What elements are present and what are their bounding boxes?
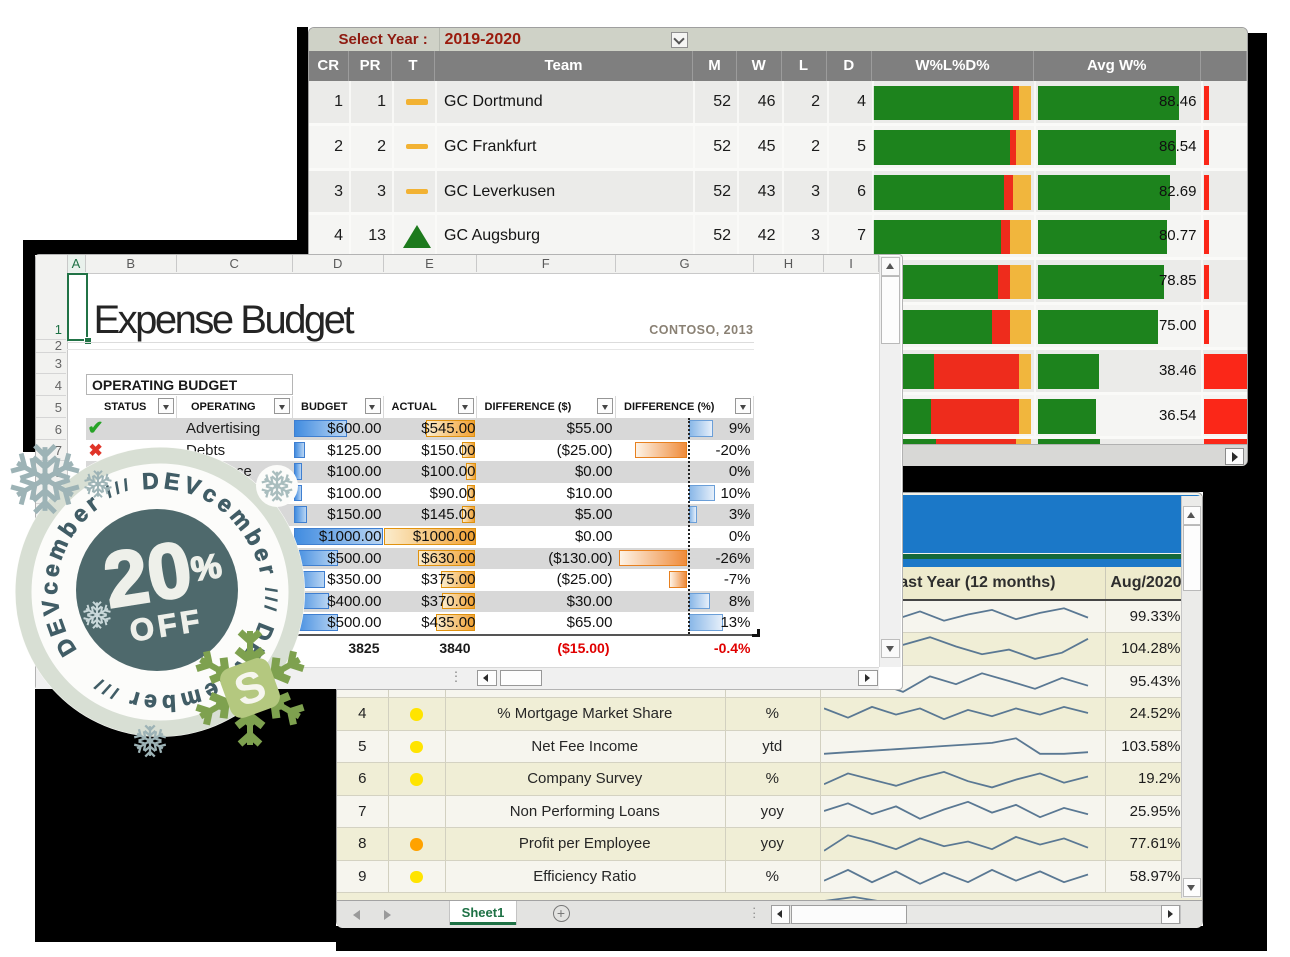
svg-text:20: 20 xyxy=(98,524,197,624)
svg-text:%: % xyxy=(188,547,224,589)
